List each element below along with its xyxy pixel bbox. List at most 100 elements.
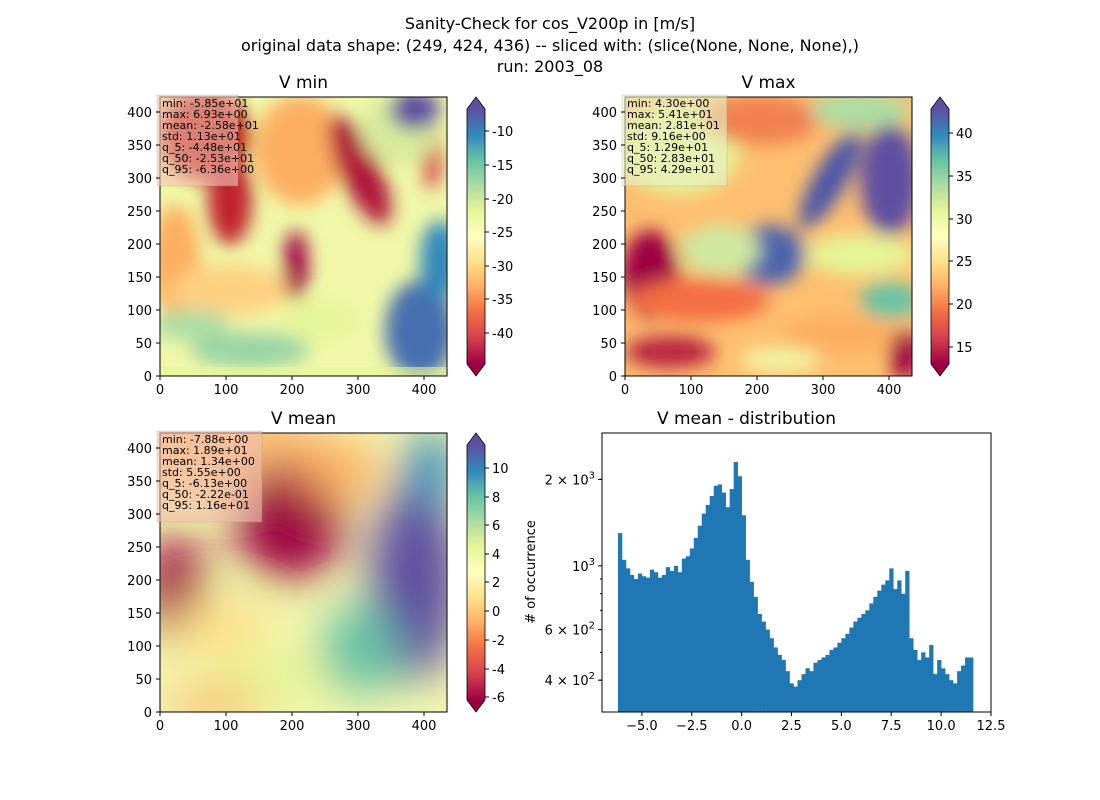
histogram-bar	[857, 617, 862, 712]
y-tick-label: 100	[127, 640, 152, 655]
y-tick-labels: 0 50 100 150 200 250 300 350 400	[127, 442, 152, 721]
histogram-bar	[849, 627, 854, 712]
histogram-bar	[641, 576, 647, 712]
colorbar-tick-label: -15	[492, 159, 513, 174]
x-axis: −5.0 −2.5 0.0 2.5 5.0 7.5 10.0 12.5	[626, 712, 1005, 734]
histogram-bar	[649, 569, 655, 712]
histogram-bar	[829, 649, 834, 712]
colorbar-tick-label: -6	[492, 691, 505, 706]
y-tick-label: 50	[600, 337, 617, 352]
histogram-bar	[913, 649, 918, 712]
x-tick-label: 0.0	[731, 719, 752, 734]
histogram-bar	[897, 580, 902, 712]
histogram-bar	[721, 492, 726, 712]
histogram-bar	[889, 568, 894, 712]
x-tick-label: −2.5	[676, 719, 708, 734]
y-tick-label: 400	[127, 106, 152, 121]
colorbar: -40 -35 -30 -25 -20 -15 -10	[466, 96, 513, 377]
x-tick-labels: 0 100 200 300 400	[156, 719, 437, 734]
x-tick-label: 200	[745, 383, 770, 398]
y-tick-label: 300	[127, 172, 152, 187]
stat-max: max: 6.93e+00	[162, 108, 248, 121]
stat-mean: mean: 2.81e+01	[627, 119, 720, 132]
y-tick-label: 250	[592, 205, 617, 220]
histogram-bar	[861, 613, 866, 712]
histogram-bar	[769, 638, 774, 712]
suptitle-line-3: run: 2003_08	[497, 57, 603, 77]
histogram-bars	[617, 461, 974, 712]
x-tick-label: 2.5	[781, 719, 802, 734]
histogram-bar	[661, 574, 667, 712]
histogram-bar	[929, 645, 934, 712]
x-tick-label: 100	[679, 383, 704, 398]
histogram-bar	[697, 525, 703, 712]
y-tick-label: 400	[127, 442, 152, 457]
histogram-bar	[645, 577, 651, 712]
histogram-bar	[657, 577, 663, 712]
histogram-bar	[905, 570, 910, 712]
y-tick-label: 150	[592, 271, 617, 286]
histogram-bar	[953, 683, 958, 712]
y-tick-label: 4 × 102	[545, 671, 595, 689]
x-tick-label: 0	[621, 383, 629, 398]
x-axis	[159, 376, 425, 380]
x-tick-label: 12.5	[977, 719, 1006, 734]
histogram-bar	[873, 596, 878, 712]
y-tick-label: 300	[592, 172, 617, 187]
x-tick-label: 300	[346, 719, 371, 734]
panel-v-min: V min	[127, 73, 513, 398]
histogram-bar	[637, 573, 643, 712]
y-tick-labels: 0 50 100 150 200 250 300 350 400	[127, 106, 152, 385]
histogram-bar	[813, 662, 818, 712]
histogram-bar	[625, 568, 631, 712]
histogram-bar	[745, 559, 750, 712]
x-tick-label: 0	[156, 383, 164, 398]
panel-title: V min	[279, 73, 328, 93]
y-tick-label: 50	[135, 337, 152, 352]
x-axis	[624, 376, 890, 380]
panel-title: V mean - distribution	[657, 409, 836, 429]
histogram-bar	[733, 461, 738, 712]
y-tick-label: 200	[127, 574, 152, 589]
histogram-bar	[617, 533, 623, 712]
stat-std: std: 9.16e+00	[627, 130, 706, 143]
stat-max: max: 5.41e+01	[627, 108, 713, 121]
panel-histogram: V mean - distribution −5.0 −2.5 0.0 2.5 5.0 7…	[524, 409, 1005, 734]
y-axis	[156, 111, 160, 377]
colorbar-tick-label: 6	[492, 519, 500, 534]
histogram-bar	[961, 665, 966, 712]
histogram-bar	[965, 657, 970, 712]
y-axis: 4 × 102 6 × 102 103 2 × 103	[545, 470, 602, 689]
stat-min: min: -5.85e+01	[162, 97, 248, 110]
histogram-bar	[893, 589, 898, 712]
x-tick-label: 200	[280, 383, 305, 398]
histogram-bar	[653, 572, 659, 712]
y-tick-label: 50	[135, 673, 152, 688]
histogram-bar	[673, 565, 679, 712]
histogram-bar	[881, 584, 886, 712]
colorbar-tick-label: -4	[492, 663, 505, 678]
stat-q5: q_5: -6.13e+00	[162, 477, 247, 490]
y-tick-label: 150	[127, 271, 152, 286]
histogram-bar	[805, 668, 810, 712]
histogram-bar	[789, 683, 794, 712]
y-tick-label: 0	[144, 370, 152, 385]
x-tick-label: 300	[811, 383, 836, 398]
histogram-bar	[865, 610, 870, 712]
y-tick-label: 250	[127, 541, 152, 556]
y-tick-label: 0	[144, 706, 152, 721]
stat-q50: q_50: 2.83e+01	[627, 152, 715, 165]
histogram-bar	[689, 548, 695, 712]
colorbar: -6 -4 -2 0 2 4 6 8 10	[466, 432, 509, 713]
y-tick-label: 350	[127, 139, 152, 154]
stat-mean: mean: 1.34e+00	[162, 455, 255, 468]
histogram-bar	[665, 567, 671, 712]
colorbar-tick-label: 35	[956, 170, 973, 185]
stat-std: std: 5.55e+00	[162, 466, 241, 479]
y-tick-labels: 0 50 100 150 200 250 300 350 400	[592, 106, 617, 385]
histogram-bar	[761, 621, 766, 712]
histogram-bar	[677, 572, 683, 712]
y-tick-label: 2 × 103	[545, 470, 595, 488]
histogram-bar	[709, 496, 715, 712]
x-tick-label: 400	[412, 383, 437, 398]
